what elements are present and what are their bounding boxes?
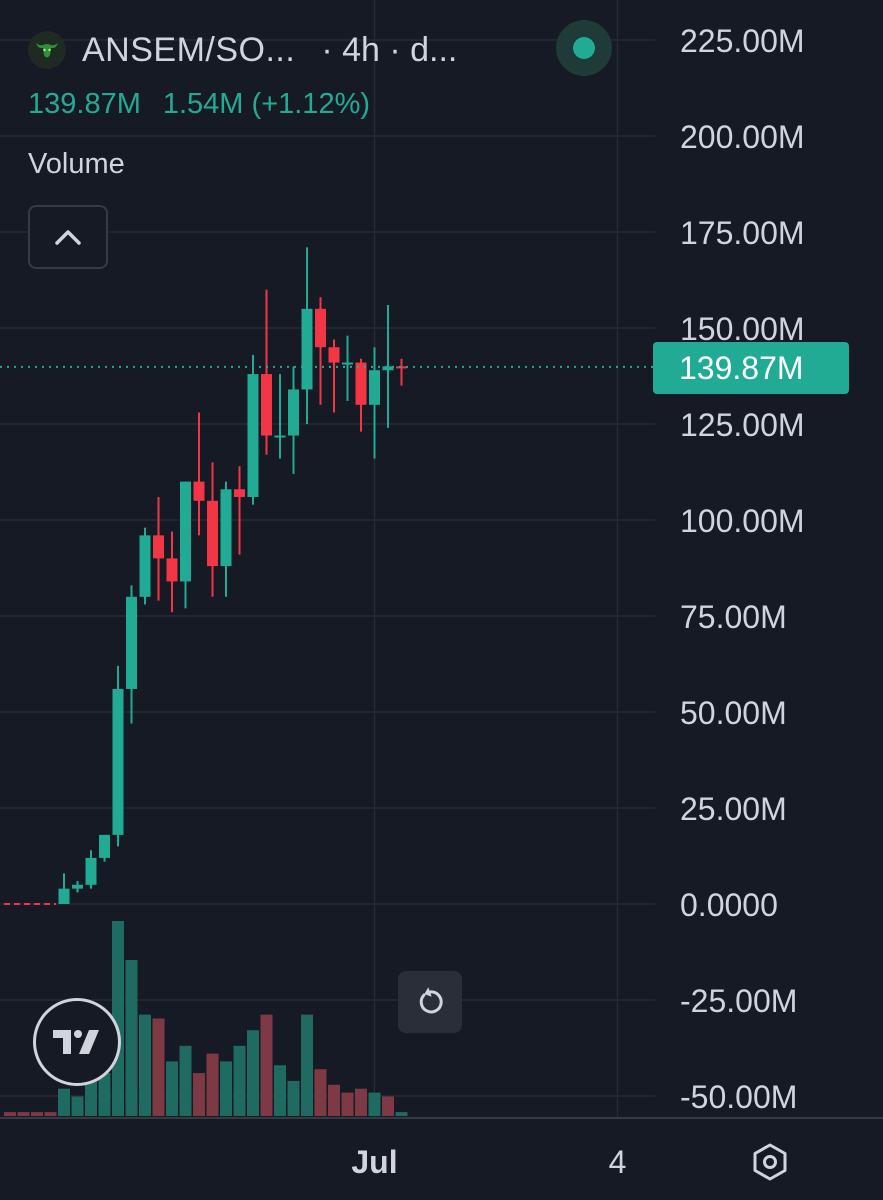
volume-bar	[193, 1073, 205, 1116]
symbol-name[interactable]: ANSEM/SO...	[82, 30, 296, 69]
y-tick-label: 0.0000	[680, 887, 778, 923]
candle-body	[274, 435, 286, 438]
candle-body	[301, 308, 313, 390]
volume-bar	[71, 1096, 84, 1116]
y-tick-label: 25.00M	[680, 791, 787, 827]
change-abs: 1.54M	[162, 88, 244, 120]
volume-bar	[44, 1112, 57, 1116]
candle-body	[382, 366, 394, 371]
candle-body	[288, 389, 299, 436]
y-tick-label: 100.00M	[680, 503, 805, 539]
volume-bar	[341, 1092, 354, 1116]
volume-bar	[395, 1112, 408, 1116]
last-value: 139.87M	[28, 88, 141, 120]
candle-body	[180, 481, 191, 582]
y-tick-label: -50.00M	[680, 1079, 797, 1115]
y-tick-label: 225.00M	[680, 23, 805, 59]
y-tick-label: 175.00M	[680, 215, 805, 251]
y-tick-label: 50.00M	[680, 695, 787, 731]
candle-body	[153, 535, 164, 559]
volume-bar	[220, 1061, 232, 1116]
volume-bar	[17, 1112, 30, 1116]
reset-chart-button[interactable]	[398, 971, 462, 1033]
last-price-tag: 139.87M	[653, 342, 849, 394]
volume-bar	[355, 1088, 367, 1116]
volume-bar	[314, 1069, 327, 1116]
volume-bar	[112, 921, 124, 1116]
candle-body	[112, 688, 124, 835]
volume-bar	[301, 1014, 313, 1116]
candle-body	[315, 308, 326, 348]
chevron-up-icon	[55, 230, 81, 245]
volume-bar	[58, 1088, 70, 1116]
y-tick-label: 150.00M	[680, 311, 805, 347]
y-tick-label: 125.00M	[680, 407, 805, 443]
candle-body	[355, 362, 367, 405]
volume-bar	[152, 1018, 165, 1116]
candle-body	[247, 374, 259, 497]
x-tick-label: Jul	[351, 1144, 397, 1180]
candle-body	[396, 366, 407, 369]
tradingview-logo-icon[interactable]	[33, 998, 121, 1086]
candle-body	[207, 500, 218, 567]
volume-bar	[166, 1061, 178, 1116]
candle-body	[58, 888, 70, 904]
x-tick-label: 4	[609, 1144, 627, 1180]
candle-body	[328, 347, 340, 363]
volume-bar	[179, 1045, 192, 1116]
volume-bar	[328, 1084, 340, 1116]
bull-logo-icon	[28, 31, 66, 69]
market-status-icon[interactable]	[556, 20, 612, 76]
candle-body	[220, 489, 232, 567]
volume-bar	[247, 1030, 259, 1116]
volume-bar	[233, 1045, 246, 1116]
candle-body	[85, 857, 97, 885]
candle-body	[166, 558, 178, 582]
volume-bar	[31, 1112, 43, 1116]
reset-icon	[419, 987, 443, 1014]
change-pct: (+1.12%)	[251, 88, 371, 120]
volume-bar	[274, 1065, 286, 1116]
candle-body	[72, 884, 83, 889]
volume-bar	[260, 1014, 273, 1116]
volume-indicator-label[interactable]: Volume	[28, 148, 125, 180]
change-value: 1.54M (+1.12%)	[163, 88, 370, 121]
candle-body	[139, 535, 151, 597]
volume-bar	[98, 1073, 111, 1116]
timeframe-label[interactable]: · 4h · d...	[321, 30, 458, 69]
candle-body	[261, 374, 272, 436]
volume-bar	[85, 1080, 97, 1116]
chart-header: ANSEM/SO... · 4h · d...	[28, 26, 457, 74]
candle-body	[126, 596, 137, 689]
settings-icon[interactable]	[748, 1140, 792, 1184]
candle-body	[99, 834, 110, 858]
volume-bar	[206, 1053, 219, 1116]
candle-body	[369, 370, 380, 405]
price-summary: 139.87M 1.54M (+1.12%)	[28, 88, 370, 121]
volume-bar	[4, 1112, 16, 1116]
volume-bar	[368, 1092, 381, 1116]
candle-body	[342, 362, 353, 365]
y-tick-label: 75.00M	[680, 599, 787, 635]
collapse-button[interactable]	[28, 205, 108, 269]
volume-bar	[139, 1014, 151, 1116]
y-tick-label: -25.00M	[680, 983, 797, 1019]
y-tick-label: 200.00M	[680, 119, 805, 155]
volume-bar	[382, 1096, 394, 1116]
candle-body	[193, 481, 205, 501]
volume-bar	[287, 1080, 300, 1116]
volume-bar	[125, 960, 138, 1116]
candle-body	[234, 489, 245, 497]
